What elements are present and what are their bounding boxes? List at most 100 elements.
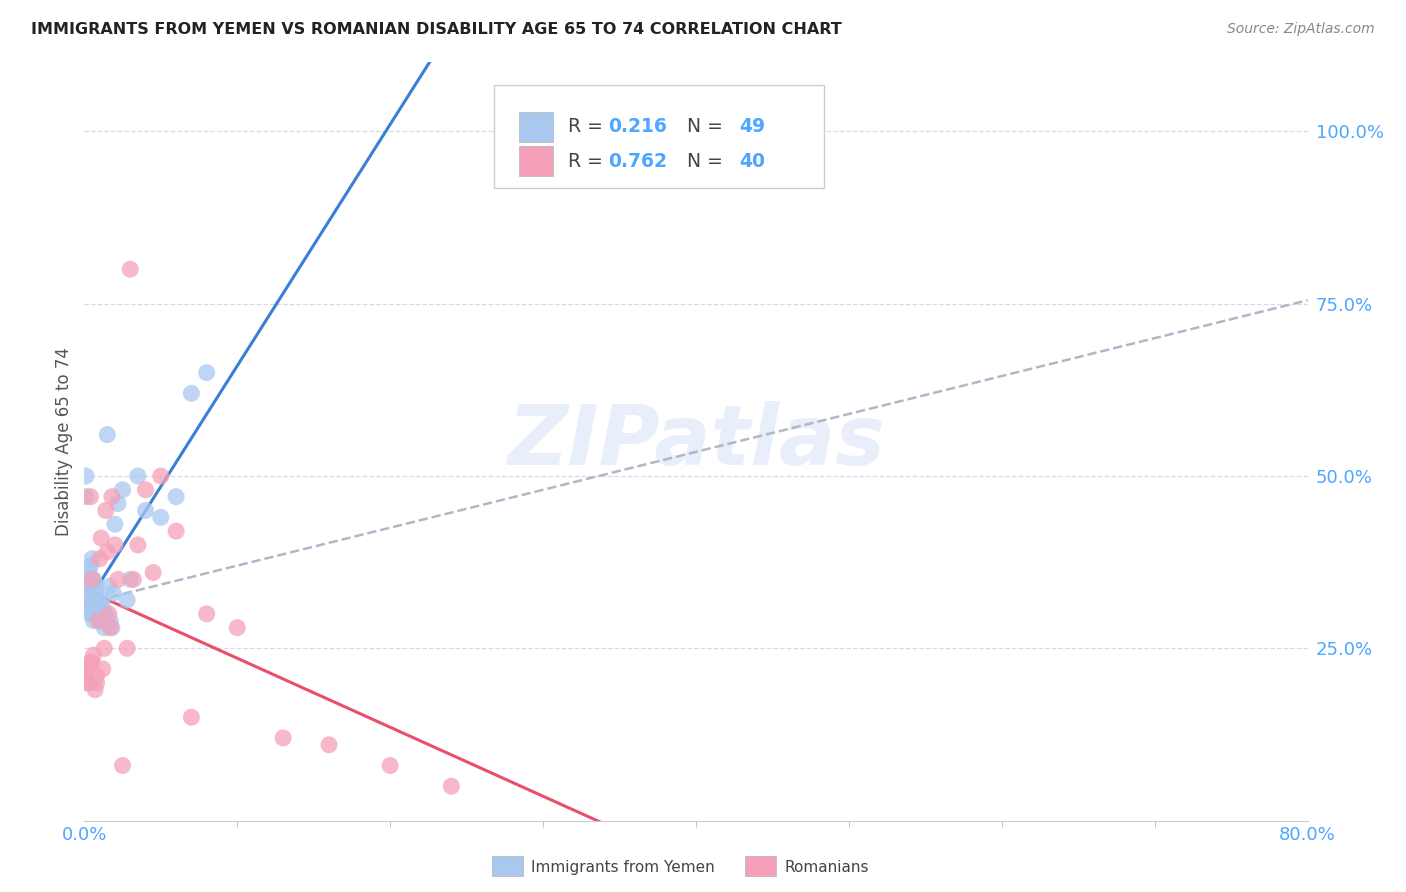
- Point: [79, 655, 101, 669]
- Point: [180, 710, 202, 724]
- Point: [83, 648, 105, 663]
- Text: 0.216: 0.216: [607, 118, 666, 136]
- Point: [96, 545, 118, 559]
- Point: [86, 675, 108, 690]
- Point: [77, 599, 100, 614]
- Point: [87, 614, 110, 628]
- Point: [89, 551, 111, 566]
- Point: [75, 490, 97, 504]
- Point: [120, 262, 142, 277]
- Point: [80, 551, 103, 566]
- Point: [75, 669, 97, 683]
- Point: [135, 483, 157, 497]
- Point: [149, 469, 172, 483]
- Point: [93, 641, 115, 656]
- Point: [86, 607, 108, 621]
- Point: [79, 490, 101, 504]
- Point: [97, 607, 120, 621]
- Point: [79, 558, 101, 573]
- Point: [75, 675, 97, 690]
- Point: [111, 758, 134, 772]
- Point: [76, 573, 98, 587]
- Point: [440, 779, 463, 793]
- Point: [80, 607, 103, 621]
- Point: [76, 662, 98, 676]
- Y-axis label: Disability Age 65 to 74: Disability Age 65 to 74: [55, 347, 73, 536]
- Point: [86, 593, 108, 607]
- Text: N =: N =: [675, 152, 730, 170]
- Point: [76, 579, 98, 593]
- Point: [89, 607, 111, 621]
- Point: [97, 579, 120, 593]
- Point: [77, 675, 100, 690]
- Point: [165, 524, 187, 538]
- Point: [83, 614, 105, 628]
- Point: [101, 490, 124, 504]
- Point: [115, 593, 138, 607]
- Point: [80, 586, 103, 600]
- Point: [83, 573, 105, 587]
- Point: [98, 621, 121, 635]
- Text: ZIPatlas: ZIPatlas: [508, 401, 884, 482]
- Point: [90, 593, 112, 607]
- Point: [89, 599, 111, 614]
- Point: [83, 607, 105, 621]
- Point: [180, 386, 202, 401]
- Text: N =: N =: [675, 118, 730, 136]
- Point: [87, 599, 110, 614]
- Point: [107, 573, 129, 587]
- Point: [107, 497, 129, 511]
- Text: R =: R =: [568, 152, 609, 170]
- FancyBboxPatch shape: [494, 85, 824, 187]
- Point: [115, 641, 138, 656]
- Point: [91, 607, 114, 621]
- Point: [94, 607, 117, 621]
- Point: [104, 517, 127, 532]
- Point: [195, 607, 218, 621]
- Point: [111, 483, 134, 497]
- Point: [101, 621, 124, 635]
- Point: [90, 531, 112, 545]
- Point: [77, 586, 100, 600]
- Point: [127, 538, 149, 552]
- Point: [104, 538, 127, 552]
- Point: [165, 490, 187, 504]
- Point: [120, 573, 142, 587]
- Point: [86, 579, 108, 593]
- Point: [127, 469, 149, 483]
- Text: Source: ZipAtlas.com: Source: ZipAtlas.com: [1227, 22, 1375, 37]
- Point: [103, 586, 125, 600]
- Text: Romanians: Romanians: [785, 860, 869, 874]
- Point: [77, 566, 100, 580]
- Point: [80, 573, 103, 587]
- Text: 40: 40: [738, 152, 765, 170]
- Point: [75, 469, 97, 483]
- Point: [87, 607, 110, 621]
- Point: [380, 758, 402, 772]
- Text: 0.762: 0.762: [607, 152, 666, 170]
- Point: [149, 510, 172, 524]
- Text: R =: R =: [568, 118, 609, 136]
- Point: [98, 614, 121, 628]
- Point: [76, 593, 98, 607]
- Point: [318, 738, 340, 752]
- Point: [142, 566, 165, 580]
- Point: [79, 607, 101, 621]
- Point: [90, 614, 112, 628]
- Point: [80, 655, 103, 669]
- Point: [135, 503, 157, 517]
- Point: [271, 731, 294, 745]
- Point: [226, 621, 249, 635]
- Point: [93, 621, 115, 635]
- Point: [79, 599, 101, 614]
- Point: [91, 662, 114, 676]
- Point: [96, 427, 118, 442]
- Text: Immigrants from Yemen: Immigrants from Yemen: [531, 860, 716, 874]
- Point: [94, 503, 117, 517]
- FancyBboxPatch shape: [519, 112, 553, 142]
- Point: [91, 599, 114, 614]
- Text: IMMIGRANTS FROM YEMEN VS ROMANIAN DISABILITY AGE 65 TO 74 CORRELATION CHART: IMMIGRANTS FROM YEMEN VS ROMANIAN DISABI…: [31, 22, 842, 37]
- Point: [86, 669, 108, 683]
- Text: 49: 49: [738, 118, 765, 136]
- Point: [84, 586, 107, 600]
